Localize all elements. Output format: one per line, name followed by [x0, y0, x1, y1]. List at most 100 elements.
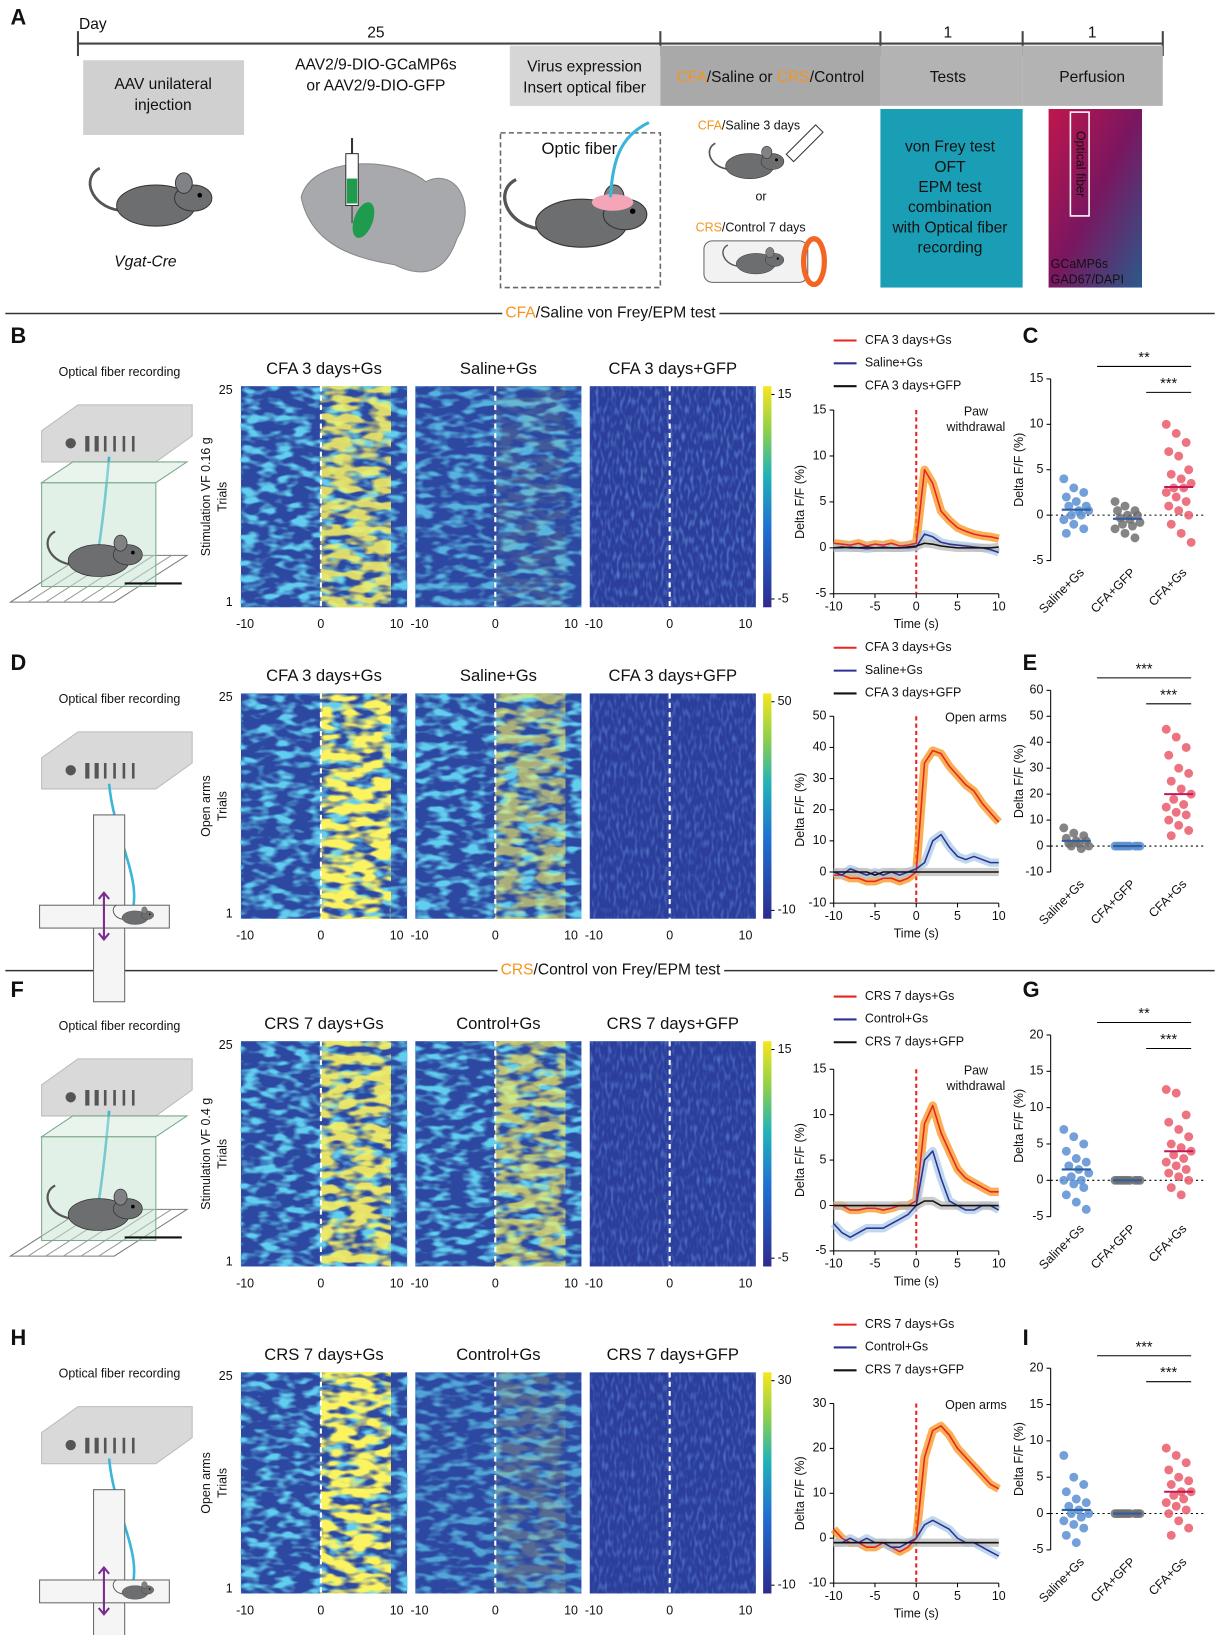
fiber-box [499, 132, 662, 289]
x-tick-label: 10 [992, 1589, 1006, 1603]
device-led [65, 1092, 76, 1103]
grid-bar [80, 554, 155, 603]
y-tick-label: -10 [1025, 864, 1043, 878]
data-point [1176, 1190, 1186, 1200]
x-tick-label: 5 [954, 909, 961, 923]
data-point [1179, 1154, 1189, 1163]
legend-label: CFA 3 days+Gs [865, 640, 952, 654]
y-tick-label: 0 [820, 1530, 827, 1544]
step-text: Virus expression [527, 59, 642, 76]
data-point [1166, 1530, 1176, 1540]
data-point [1161, 1085, 1171, 1094]
y-tick-label: 0 [1036, 1506, 1043, 1520]
x-tick-label: 10 [992, 600, 1006, 614]
data-point [1174, 1172, 1184, 1182]
category-label: Saline+Gs [1036, 565, 1087, 616]
heatmap-x-tick-label: 0 [666, 1276, 673, 1290]
test-text: von Frey test [905, 139, 996, 156]
x-tick-label: -5 [869, 909, 880, 923]
heatmap-x-tick-label: -10 [411, 929, 429, 943]
data-point [1164, 501, 1174, 511]
data-point [1120, 528, 1130, 538]
data-point [1130, 533, 1140, 543]
panel-label: D [11, 650, 27, 675]
fiber-text: Optic fiber [542, 139, 618, 158]
device-bar [103, 1437, 107, 1454]
data-point [1171, 732, 1181, 742]
x-axis-label: Time (s) [894, 927, 939, 941]
data-point [1161, 1443, 1171, 1453]
data-point [1174, 1124, 1184, 1134]
colorbar-tick-label: -5 [778, 1250, 789, 1264]
section-title-part: /Control von Frey/EPM test [534, 962, 721, 979]
data-point [1064, 1161, 1074, 1171]
y-tick-label: 10 [813, 448, 827, 462]
data-point [1186, 478, 1196, 488]
step-text: AAV unilateral [114, 76, 211, 93]
colorbar [763, 1041, 772, 1267]
colorbar [763, 693, 772, 919]
heatmap-response [320, 1041, 391, 1267]
mouse-ear [761, 145, 773, 159]
y-tick-label: 10 [813, 833, 827, 847]
mouse-drawing [708, 142, 785, 179]
test-text: OFT [934, 159, 966, 176]
image-label: GAD67/DAPI [1051, 273, 1124, 287]
trial-tick-label: 25 [219, 383, 233, 397]
x-axis-label: Time (s) [894, 1274, 939, 1288]
device-led [65, 1439, 76, 1451]
trials-label: Trials [216, 791, 230, 821]
x-tick-label: 0 [913, 1589, 920, 1603]
legend-label: CFA 3 days+Gs [865, 333, 952, 347]
heatmap-x-tick-label: 0 [317, 929, 324, 943]
mouse-drawing [112, 1579, 154, 1600]
virus-text: or AAV2/9-DIO-GFP [306, 77, 445, 94]
grid-bar [98, 554, 172, 603]
heatmap-x-tick-label: 10 [390, 929, 404, 943]
colorbar-tick-label: 15 [778, 1042, 792, 1056]
series-line [833, 468, 999, 547]
data-point [1161, 1157, 1171, 1167]
category-label: CFA+GFP [1088, 565, 1138, 615]
treatment-text: CFA/Saline 3 days [698, 119, 800, 133]
step-box [660, 45, 881, 106]
test-text: combination [908, 199, 992, 216]
mouse-ear [174, 172, 193, 194]
heatmap-x-tick-label: -10 [585, 1276, 603, 1290]
significance-label: *** [1160, 1032, 1177, 1048]
x-tick-label: -10 [825, 909, 843, 923]
legend-label: CFA 3 days+GFP [865, 686, 961, 700]
data-point [1059, 515, 1069, 525]
heatmap-x-tick-label: 10 [739, 1603, 753, 1617]
data-point [1166, 776, 1176, 786]
category-label: CFA+Gs [1146, 1555, 1189, 1598]
data-point [1171, 1161, 1181, 1171]
y-tick-label: -5 [815, 1243, 826, 1257]
grid-bar [98, 1208, 172, 1257]
y-tick-label: 10 [1030, 1100, 1044, 1114]
data-point [1171, 492, 1181, 502]
data-point [1171, 1501, 1181, 1511]
data-point [1071, 1494, 1081, 1504]
colorbar-tick-label: -10 [778, 1577, 796, 1591]
setup-label: Optical fiber recording [59, 692, 181, 706]
category-label: Saline+Gs [1036, 877, 1087, 928]
mouse-eye [148, 1588, 151, 1590]
heatmap-response [495, 1372, 566, 1594]
heatmap-x-tick-label: -10 [411, 617, 429, 631]
heatmap-title: Control+Gs [456, 1345, 540, 1364]
device-bar [122, 1437, 126, 1454]
maze-arm [93, 1489, 126, 1635]
device-bar [113, 436, 116, 452]
data-point [1081, 1498, 1091, 1508]
heatmap-x-tick-label: -10 [411, 1603, 429, 1617]
y-tick-label: 5 [1036, 1136, 1043, 1150]
heatmap-title: CFA 3 days+GFP [608, 359, 737, 378]
heatmap-x-tick-label: 10 [564, 617, 578, 631]
heatmap-x-tick-label: 0 [492, 1276, 499, 1290]
y-tick-label: 5 [1036, 462, 1043, 476]
data-point [1069, 1519, 1079, 1529]
heatmap-response [320, 693, 391, 919]
step-text: Perfusion [1059, 69, 1125, 86]
